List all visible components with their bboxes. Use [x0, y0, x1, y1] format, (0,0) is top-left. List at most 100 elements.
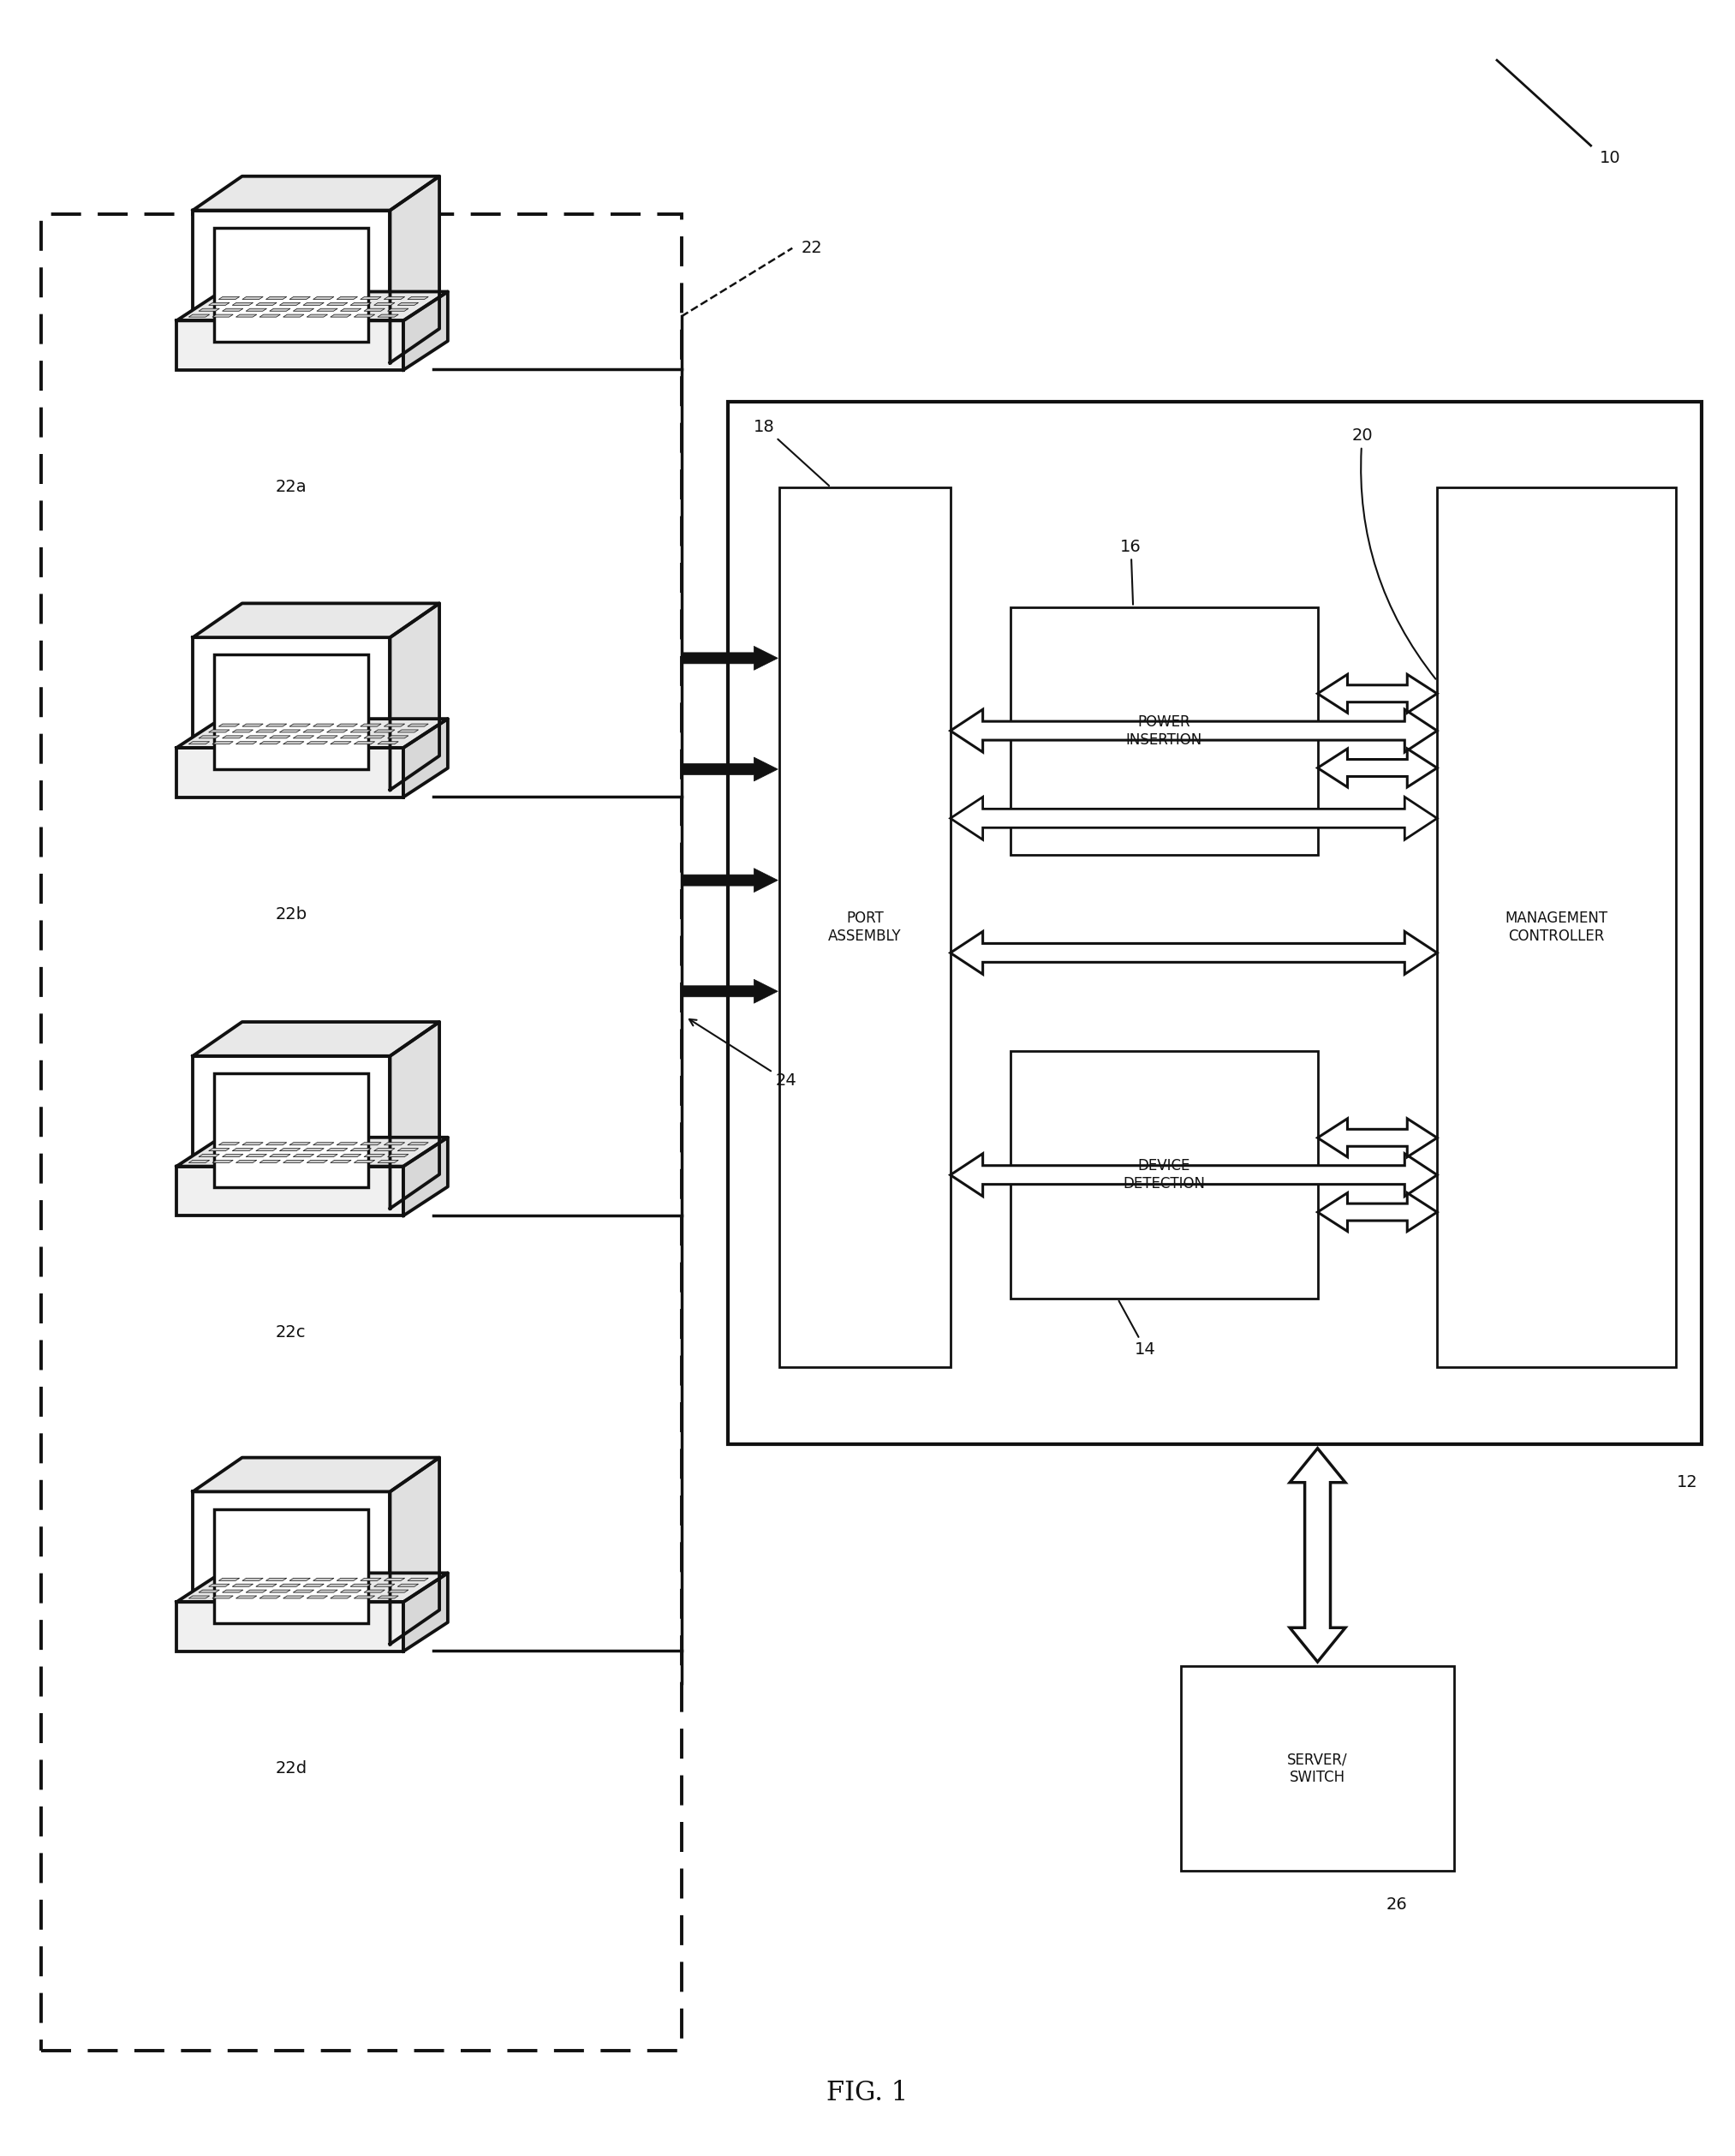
Polygon shape: [200, 735, 220, 737]
Polygon shape: [243, 298, 264, 300]
Polygon shape: [212, 1160, 232, 1162]
Polygon shape: [243, 724, 264, 727]
Bar: [1010, 1052, 1317, 1298]
Polygon shape: [279, 302, 300, 306]
Polygon shape: [189, 1595, 210, 1598]
Polygon shape: [208, 302, 229, 306]
Polygon shape: [189, 315, 210, 317]
Polygon shape: [403, 1138, 448, 1216]
Bar: [42, 213, 682, 2050]
Polygon shape: [246, 1589, 267, 1593]
Polygon shape: [307, 742, 328, 744]
Polygon shape: [219, 1578, 239, 1580]
Polygon shape: [269, 1153, 290, 1158]
Polygon shape: [354, 315, 375, 317]
Polygon shape: [340, 1153, 361, 1158]
Polygon shape: [293, 735, 314, 737]
Polygon shape: [222, 1589, 243, 1593]
Polygon shape: [283, 1595, 304, 1598]
Polygon shape: [350, 1149, 371, 1151]
Polygon shape: [387, 1153, 408, 1158]
Polygon shape: [222, 1153, 243, 1158]
Polygon shape: [318, 1153, 338, 1158]
Text: 16: 16: [1121, 539, 1142, 604]
Polygon shape: [312, 724, 333, 727]
Polygon shape: [387, 735, 408, 737]
Polygon shape: [378, 1160, 399, 1162]
Polygon shape: [312, 1143, 333, 1145]
Polygon shape: [260, 1595, 281, 1598]
Polygon shape: [951, 798, 1437, 839]
Polygon shape: [265, 1143, 286, 1145]
Polygon shape: [293, 308, 314, 310]
Polygon shape: [378, 315, 399, 317]
Polygon shape: [177, 291, 448, 321]
Text: SERVER/
SWITCH: SERVER/ SWITCH: [1287, 1753, 1348, 1785]
Polygon shape: [354, 742, 375, 744]
Polygon shape: [236, 742, 257, 744]
Polygon shape: [232, 1585, 253, 1587]
Polygon shape: [260, 1160, 281, 1162]
Polygon shape: [1289, 1449, 1345, 1662]
Polygon shape: [200, 308, 220, 310]
Polygon shape: [330, 1160, 350, 1162]
Polygon shape: [397, 1585, 418, 1587]
Polygon shape: [307, 1160, 328, 1162]
Polygon shape: [232, 729, 253, 733]
Polygon shape: [255, 302, 276, 306]
Polygon shape: [222, 308, 243, 310]
Polygon shape: [682, 979, 777, 1003]
Polygon shape: [177, 718, 448, 748]
Polygon shape: [340, 735, 361, 737]
Text: FIG. 1: FIG. 1: [826, 2081, 909, 2106]
Polygon shape: [260, 742, 281, 744]
Polygon shape: [269, 308, 290, 310]
Polygon shape: [193, 1022, 439, 1056]
Polygon shape: [283, 1160, 304, 1162]
Polygon shape: [265, 724, 286, 727]
Polygon shape: [387, 1589, 408, 1593]
Text: 22: 22: [802, 239, 822, 257]
Bar: [177, 748, 403, 798]
Polygon shape: [397, 729, 418, 733]
Bar: [177, 1602, 403, 1651]
Bar: [193, 1492, 390, 1645]
Polygon shape: [340, 1589, 361, 1593]
Polygon shape: [387, 308, 408, 310]
Polygon shape: [260, 315, 281, 317]
Polygon shape: [307, 315, 328, 317]
Polygon shape: [354, 1160, 375, 1162]
Polygon shape: [326, 1149, 347, 1151]
Bar: [1182, 1667, 1454, 1871]
Polygon shape: [255, 1585, 276, 1587]
Text: 10: 10: [1600, 151, 1620, 166]
Polygon shape: [318, 308, 338, 310]
Polygon shape: [682, 757, 777, 780]
Polygon shape: [326, 729, 347, 733]
Text: 20: 20: [1352, 427, 1435, 679]
Polygon shape: [408, 1143, 429, 1145]
Polygon shape: [246, 1153, 267, 1158]
Polygon shape: [290, 1578, 311, 1580]
Polygon shape: [378, 742, 399, 744]
Polygon shape: [312, 298, 333, 300]
Bar: [729, 401, 1702, 1445]
Bar: [193, 211, 390, 362]
Text: POWER
INSERTION: POWER INSERTION: [1126, 714, 1202, 748]
Polygon shape: [246, 735, 267, 737]
Polygon shape: [212, 1595, 232, 1598]
Polygon shape: [383, 1143, 404, 1145]
Polygon shape: [189, 742, 210, 744]
Polygon shape: [208, 1149, 229, 1151]
Polygon shape: [330, 1595, 350, 1598]
Polygon shape: [397, 302, 418, 306]
Polygon shape: [1317, 1192, 1437, 1231]
Bar: [177, 1166, 403, 1216]
Polygon shape: [364, 308, 385, 310]
Polygon shape: [219, 1143, 239, 1145]
Polygon shape: [361, 1578, 382, 1580]
Text: 12: 12: [1676, 1475, 1697, 1490]
Polygon shape: [951, 709, 1437, 752]
Polygon shape: [375, 1585, 396, 1587]
Polygon shape: [408, 724, 429, 727]
